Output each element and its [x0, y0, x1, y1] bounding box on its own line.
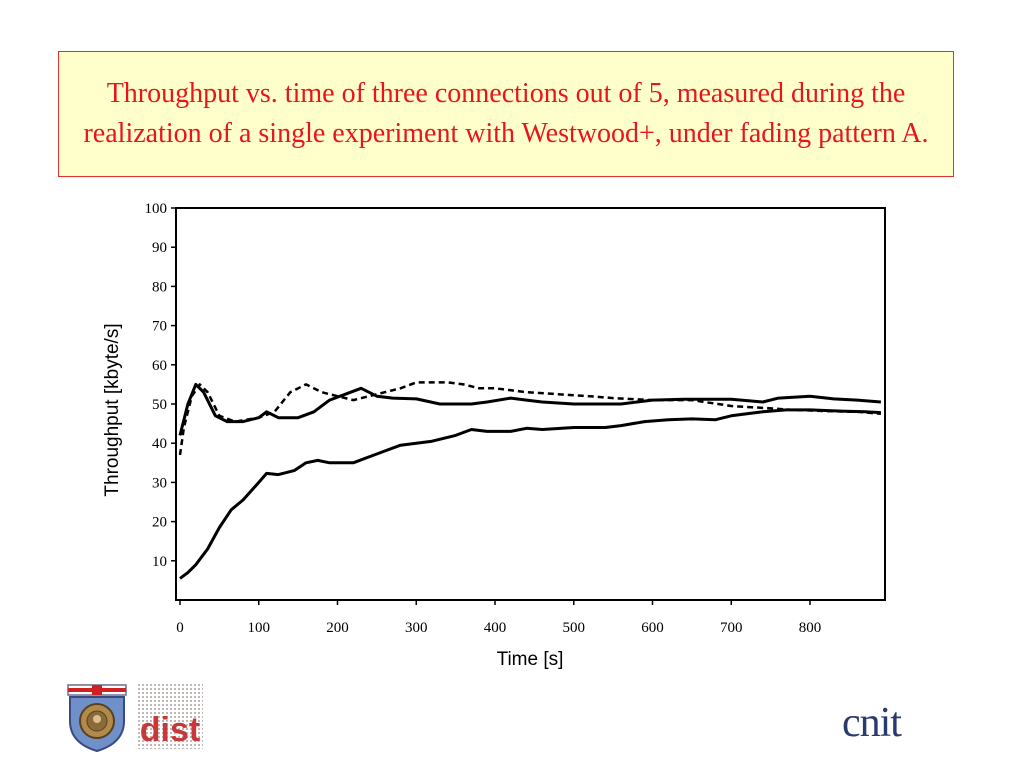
series-line-3 [179, 408, 881, 580]
y-tick-label: 100 [145, 201, 168, 217]
x-axis-ticks: 0 100 200 300 400 500 600 700 800 [176, 600, 821, 636]
y-tick-label: 80 [152, 279, 167, 295]
y-tick-label: 60 [152, 358, 167, 374]
x-tick-label: 200 [326, 620, 349, 636]
plot-area-frame [175, 207, 886, 601]
y-tick-label: 70 [152, 319, 167, 335]
cnit-logo: cnit [842, 700, 903, 746]
y-tick-label: 40 [152, 436, 167, 452]
x-tick-label: 800 [799, 620, 822, 636]
throughput-chart: 10 20 30 40 50 60 70 80 90 100 0 100 200 300 400 500 60… [102, 201, 886, 670]
dist-logo-text: dist [140, 711, 200, 749]
y-axis-label: Throughput [kbyte/s] [102, 323, 123, 496]
x-tick-label: 500 [563, 620, 586, 636]
y-tick-label: 10 [152, 554, 167, 570]
series-line-2 [178, 381, 882, 456]
x-tick-label: 300 [405, 620, 428, 636]
x-tick-label: 400 [484, 620, 507, 636]
series-lines [178, 381, 882, 580]
y-tick-label: 90 [152, 240, 167, 256]
university-shield-logo [67, 684, 127, 753]
dist-logo: dist [137, 683, 203, 749]
y-tick-label: 20 [152, 515, 167, 531]
x-tick-label: 100 [248, 620, 271, 636]
x-tick-label: 700 [720, 620, 743, 636]
x-tick-label: 0 [176, 620, 184, 636]
x-axis-label: Time [s] [497, 649, 564, 670]
x-tick-label: 600 [641, 620, 664, 636]
y-tick-label: 50 [152, 397, 167, 413]
slide-title: Throughput vs. time of three connections… [58, 51, 954, 177]
y-tick-label: 30 [152, 475, 167, 491]
cnit-logo-text: cnit [842, 700, 902, 746]
y-axis-ticks: 10 20 30 40 50 60 70 80 90 100 [145, 201, 176, 570]
